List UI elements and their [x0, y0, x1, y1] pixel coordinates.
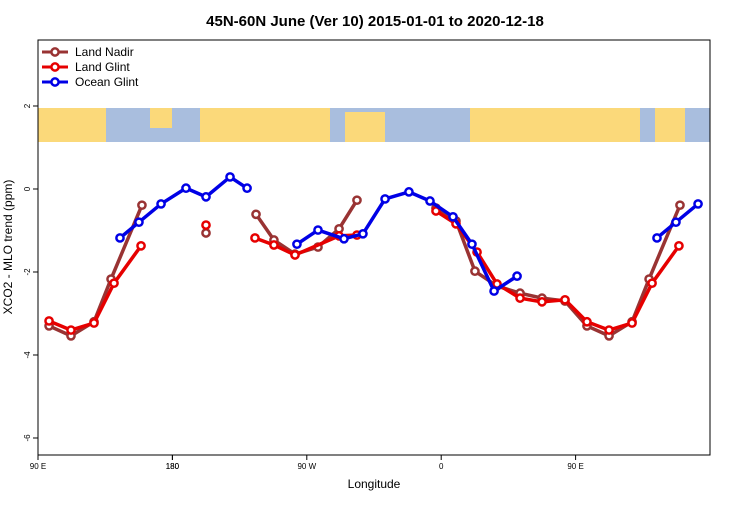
data-point — [156, 199, 166, 209]
data-point — [109, 278, 119, 289]
data-point — [225, 172, 235, 182]
legend-marker — [50, 77, 60, 87]
data-point — [404, 187, 414, 197]
data-point — [136, 240, 146, 251]
data-point — [250, 233, 260, 243]
series-line — [48, 209, 681, 332]
y-tick-label: 0 — [23, 186, 32, 191]
legend-marker — [50, 47, 60, 57]
data-point — [201, 228, 211, 238]
data-point — [671, 217, 681, 228]
data-point — [652, 233, 662, 243]
y-axis-label: XCO2 - MLO trend (ppm) — [1, 180, 15, 315]
data-point — [425, 196, 435, 206]
data-point — [115, 233, 125, 243]
x-tick-label: 90 E — [567, 462, 583, 471]
data-point — [627, 318, 637, 328]
data-point — [251, 209, 261, 220]
data-point — [339, 233, 349, 244]
data-point — [537, 297, 547, 307]
data-point — [489, 286, 499, 296]
y-tick-label: -6 — [23, 434, 32, 442]
y-tick-label: 2 — [23, 103, 32, 108]
x-tick-label: 0 — [439, 462, 444, 471]
legend-label: Land Nadir — [75, 45, 134, 59]
x-tick-label: 90 E — [30, 462, 46, 471]
map-band — [38, 108, 710, 142]
data-point — [674, 240, 684, 251]
legend-label: Ocean Glint — [75, 75, 139, 89]
data-point — [604, 325, 614, 335]
data-point — [380, 194, 390, 204]
x-tick-label: 90 W — [297, 462, 316, 471]
data-point — [44, 316, 54, 326]
data-point — [448, 211, 458, 222]
data-point — [515, 293, 525, 303]
data-point — [269, 240, 279, 250]
data-point — [134, 217, 144, 228]
data-point — [560, 294, 570, 305]
data-point — [201, 220, 211, 230]
data-point — [201, 192, 211, 202]
x-tick-label: 180 — [166, 462, 180, 471]
series-line — [48, 199, 682, 338]
data-point — [352, 195, 362, 206]
data-point — [181, 183, 191, 194]
data-point — [292, 239, 302, 250]
data-point — [693, 199, 703, 209]
data-point — [467, 239, 477, 250]
data-point — [431, 206, 441, 216]
data-point — [470, 266, 480, 277]
data-point — [290, 250, 300, 260]
y-tick-label: -4 — [23, 351, 32, 359]
data-point — [66, 325, 76, 335]
legend-marker — [50, 62, 60, 72]
x-tick-label: 180 — [166, 462, 180, 471]
data-point — [358, 228, 368, 239]
chart-title: 45N-60N June (Ver 10) 2015-01-01 to 2020… — [206, 13, 544, 30]
data-point — [89, 318, 99, 328]
plot-frame — [37, 39, 711, 456]
data-point — [675, 200, 685, 211]
y-tick-label: -2 — [23, 268, 32, 276]
data-point — [137, 200, 147, 211]
x-axis-label: Longitude — [348, 477, 401, 491]
data-point — [512, 271, 522, 281]
data-point — [313, 225, 323, 235]
data-point — [242, 183, 252, 194]
data-point — [647, 278, 657, 289]
data-point — [582, 316, 592, 327]
legend-label: Land Glint — [75, 60, 130, 74]
